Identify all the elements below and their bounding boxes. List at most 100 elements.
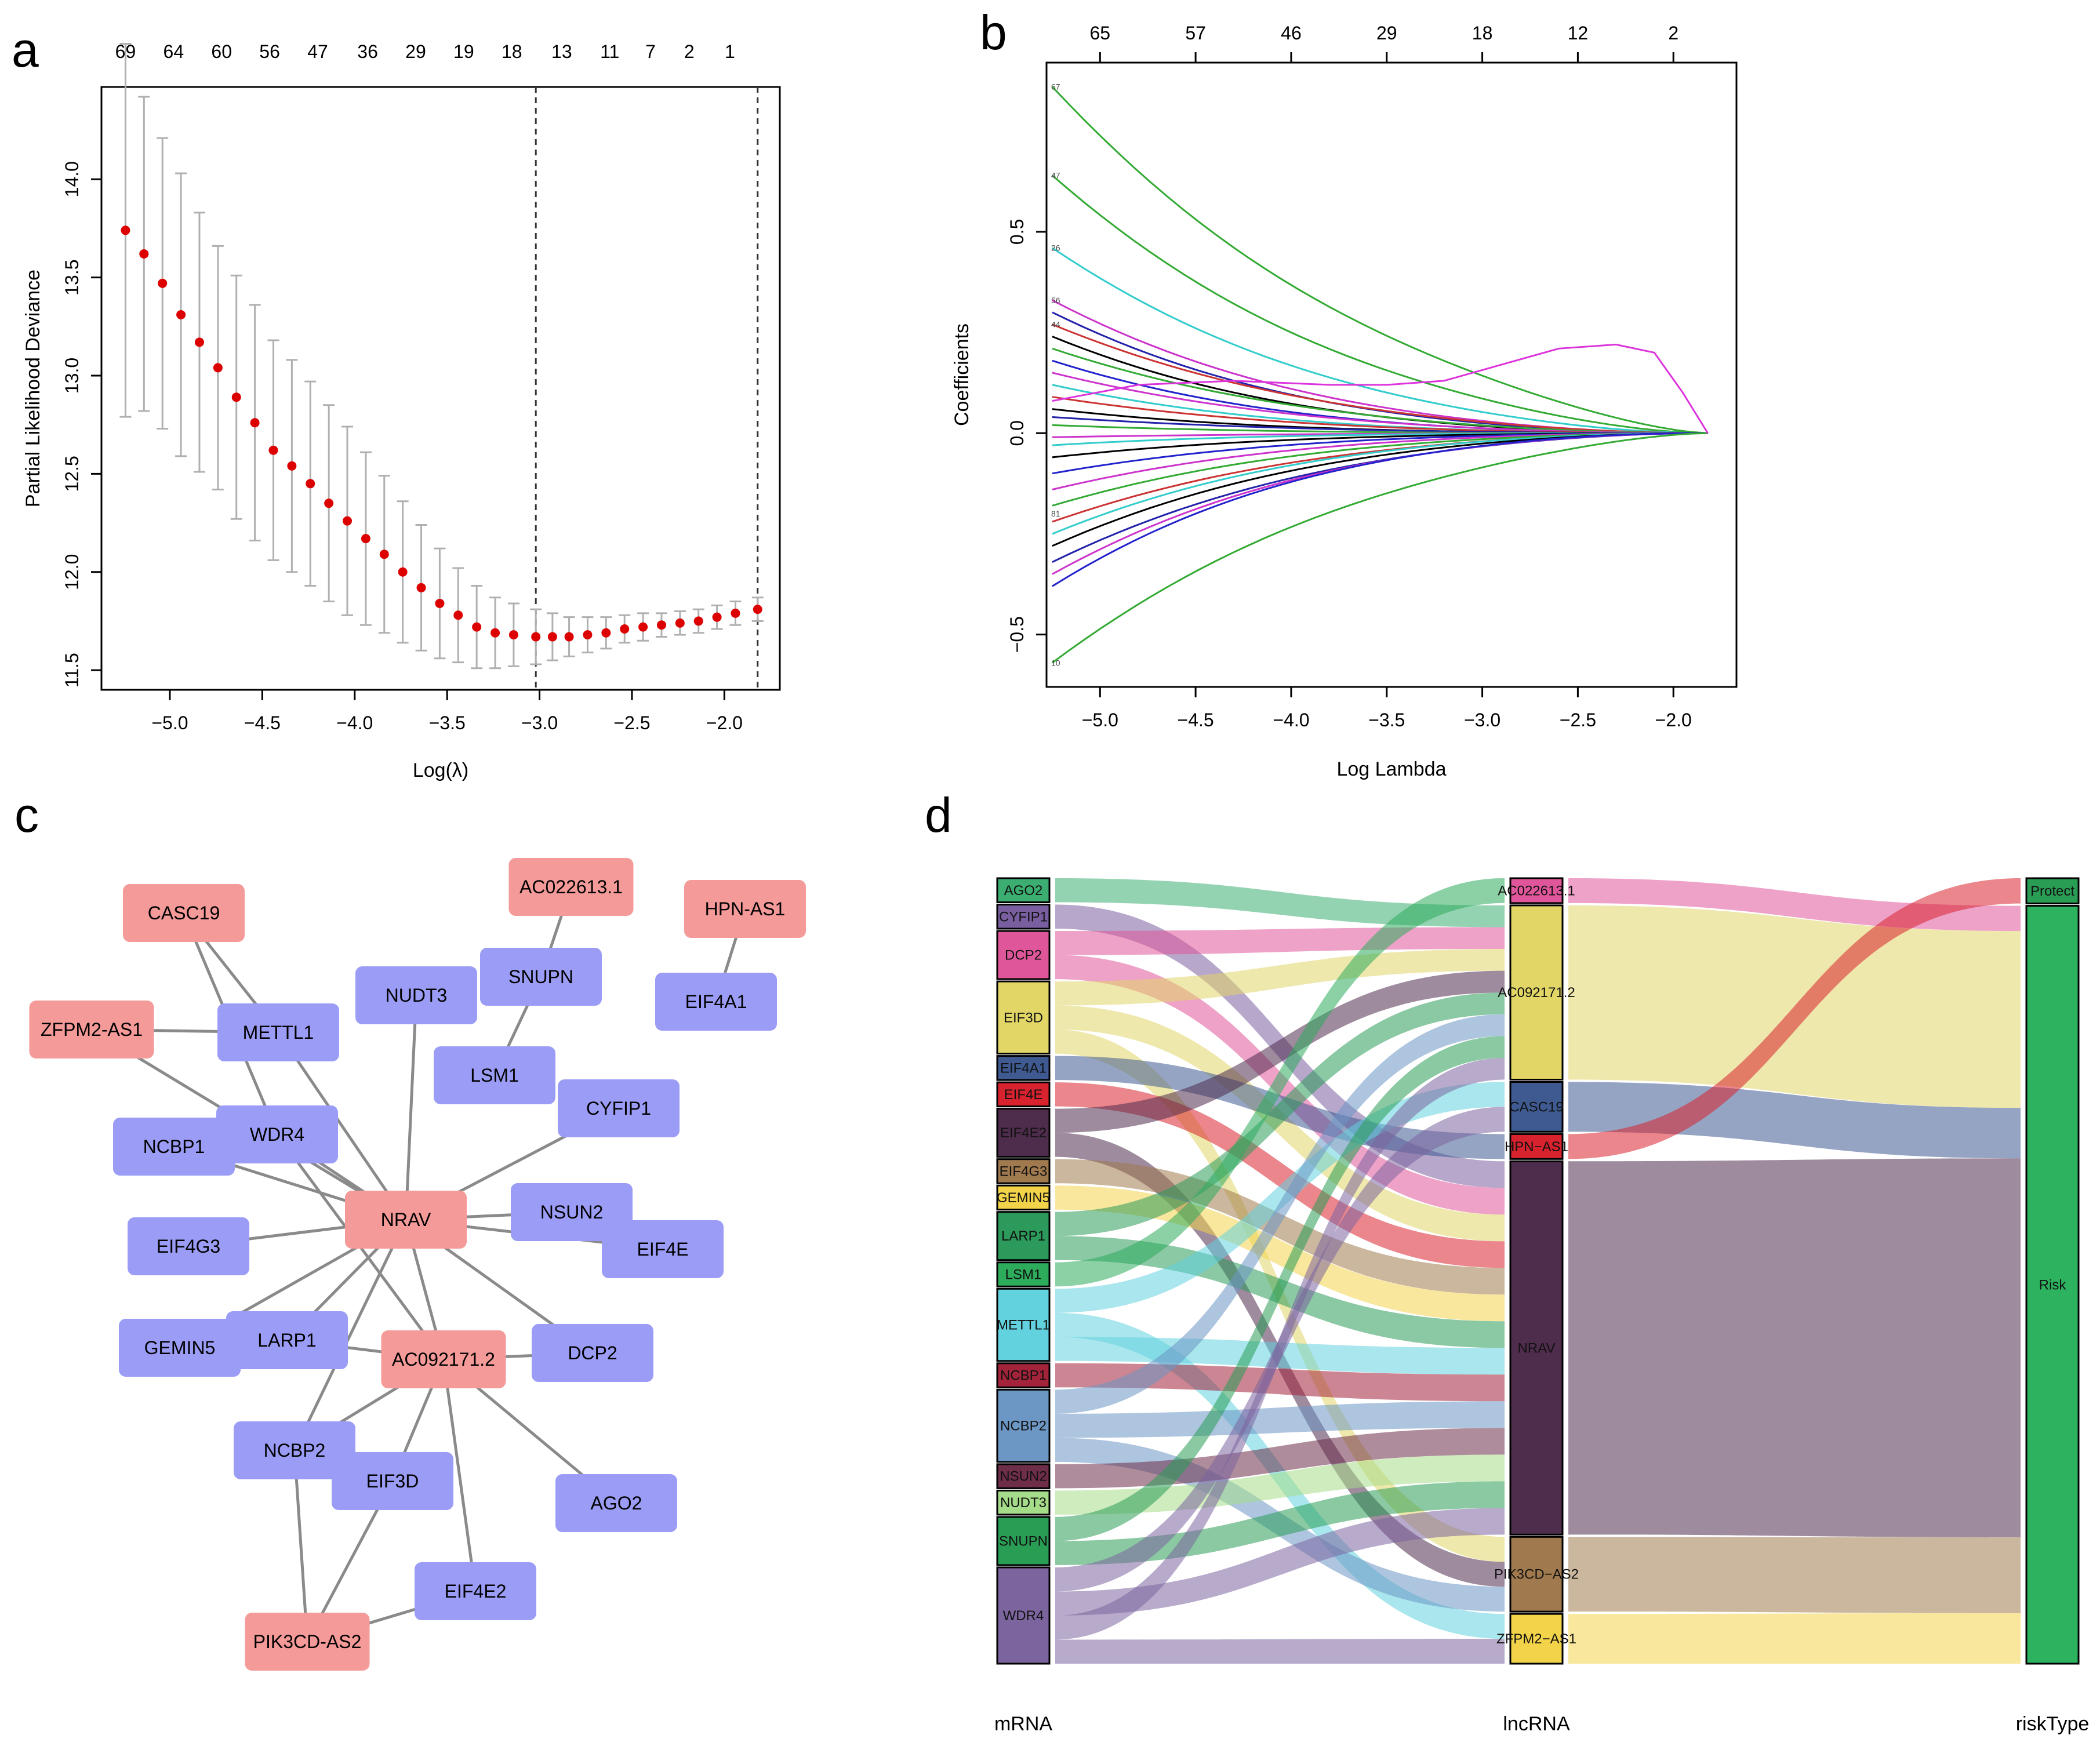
coefficient-path [1052,432,1708,587]
top-tick-label: 65 [1090,23,1111,43]
panel-a-cv-deviance-plot: −5.0 −4.5 −4.0 −3.5 −3.0 −2.5 −2.0 11.5 12.0 12.5… [22,41,781,781]
x-tick-label: −4.5 [244,712,281,733]
network-node-pik3cd-as2 [245,1613,370,1671]
coefficient-path [1052,247,1708,434]
network-node-nudt3 [355,966,477,1024]
top-tick-label: 60 [211,41,232,62]
top-tick-label: 36 [357,41,378,62]
sankey-flow [1055,1481,1505,1565]
network-edge [442,1359,477,1592]
deviance-point [416,583,426,592]
top-tick-label: 1 [725,41,735,62]
network-node-label: METTL1 [243,1022,314,1043]
coefficient-path [1052,432,1708,575]
deviance-point [531,632,541,642]
sankey-node-mrna [996,980,1051,1055]
sankey-axis-risktype: riskType [2016,1713,2090,1735]
coefficient-path [1052,432,1708,459]
network-node-snupn [480,948,602,1006]
network-node-mettl1 [217,1003,339,1061]
sankey-node-label: HPN−AS1 [1505,1139,1568,1155]
sankey-flow [1055,1014,1505,1414]
network-node-label: LARP1 [257,1330,316,1351]
deviance-point [379,550,389,559]
deviance-point [491,628,500,638]
deviance-point [176,310,186,319]
coefficient-path [1051,174,1708,434]
deviance-point [435,598,445,608]
network-node-label: CASC19 [148,903,220,923]
sankey-flow [1055,1454,1505,1515]
network-node-label: AC022613.1 [519,876,623,897]
deviance-point [343,516,353,526]
network-node-eif4e [602,1220,724,1278]
sankey-node-mrna [996,1362,1051,1388]
deviance-point [250,418,260,428]
sankey-flow [1055,992,1505,1236]
deviance-point [361,534,370,544]
sankey-flow [1055,1082,1505,1268]
x-tick-label: −2.5 [1560,710,1596,730]
sankey-node-risk [2025,905,2080,1665]
top-tick-label: 18 [502,41,522,62]
path-index-label: 67 [1051,82,1060,92]
network-node-label: NUDT3 [386,985,448,1006]
deviance-point [693,616,703,626]
network-node-label: LSM1 [470,1065,519,1086]
coefficient-path [1051,86,1708,434]
sankey-node-label: EIF3D [1004,1010,1043,1025]
coefficient-path [1052,299,1708,434]
sankey-node-lnc [1509,1536,1564,1613]
deviance-point [268,445,278,455]
sankey-flow [1055,878,1505,927]
network-node-label: NSUN2 [540,1202,603,1223]
deviance-point [583,630,593,640]
coefficient-path [1052,311,1708,434]
deviance-point [231,392,241,402]
sankey-node-label: WDR4 [1003,1608,1044,1624]
sankey-node-label: AC092171.2 [1498,985,1575,1001]
deviance-point [638,622,648,632]
network-node-label: AGO2 [591,1493,642,1514]
sankey-flow [1568,878,2021,1159]
coefficient-path [1052,323,1708,434]
network-node-label: WDR4 [250,1124,304,1145]
sankey-node-mrna [996,1184,1051,1211]
sankey-node-label: EIF4G3 [1000,1163,1048,1179]
top-tick-label: 11 [600,41,619,62]
sankey-node-lnc [1509,904,1564,1081]
network-node-ncbp2 [234,1421,355,1479]
x-axis-title: Log(λ) [413,759,468,781]
panel-label-d: d [925,788,952,842]
deviance-point [547,632,557,642]
x-tick-label: −3.0 [521,712,558,733]
sankey-node-label: Protect [2030,883,2074,899]
y-tick-label: 0.5 [1007,219,1027,245]
deviance-point [287,461,297,471]
sankey-node-mrna [996,1463,1051,1489]
network-node-zfpm2-as1 [29,1001,154,1058]
top-tick-label: 56 [259,41,280,62]
network-node-label: EIF4A1 [685,991,747,1012]
network-node-eif4g3 [128,1217,249,1275]
sankey-node-mrna [996,1108,1051,1158]
network-node-ncbp1 [113,1118,235,1176]
panel-b-coefficient-paths-plot: −5.0 −4.5 −4.0 −3.5 −3.0 −2.5 −2.0 −0.5 0.0 0.5 65… [951,23,1738,780]
sankey-node-lnc [1509,1133,1564,1160]
sankey-node-label: NRAV [1518,1340,1556,1356]
top-tick-label: 47 [307,41,328,62]
network-edge [293,1450,309,1642]
deviance-point [453,610,463,620]
network-node-cyfip1 [558,1079,680,1137]
network-node-label: PIK3CD-AS2 [253,1631,362,1652]
deviance-point [306,479,315,489]
sankey-node-mrna [996,904,1051,930]
sankey-node-mrna [996,930,1051,980]
coefficient-path [1052,432,1708,664]
network-node-label: EIF4G3 [157,1236,220,1257]
sankey-node-mrna [996,1388,1051,1463]
top-tick-label: 12 [1568,23,1589,43]
sankey-node-label: SNUPN [999,1533,1048,1549]
sankey-flow [1055,1057,1505,1640]
